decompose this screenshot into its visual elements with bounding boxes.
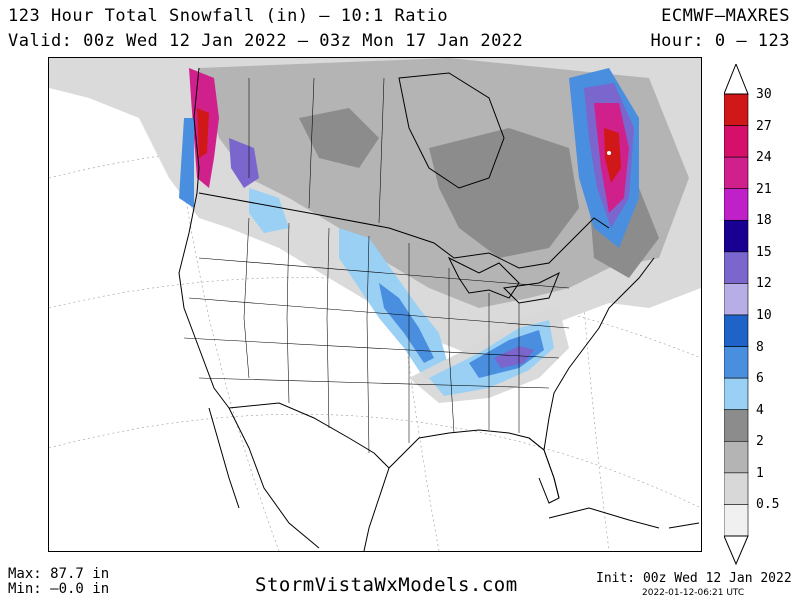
colorbar-label: 2: [756, 434, 764, 450]
great-lakes: [447, 256, 520, 299]
colorbar-swatch: [724, 219, 749, 253]
max-value: Max: 87.7 in: [8, 566, 110, 582]
colorbar-swatch: [724, 283, 749, 316]
colorbar-label: 21: [756, 181, 772, 197]
init-time: Init: 00z Wed 12 Jan 2022: [596, 571, 792, 586]
gulf-coast: [388, 429, 560, 499]
snowfall-map: [48, 57, 702, 552]
mexico-border: [228, 402, 390, 469]
colorbar-swatch: [724, 377, 749, 411]
colorbar-label: 30: [756, 87, 772, 102]
min-value: Min: –0.0 in: [8, 581, 110, 597]
hudson-bay: [398, 72, 505, 189]
colorbar-label: 1: [756, 465, 764, 481]
florida: [528, 437, 560, 504]
colorbar-label: 8: [756, 339, 764, 355]
state-lines: [183, 77, 570, 454]
colorbar-swatch: [724, 346, 749, 379]
geo-boundaries: [178, 67, 700, 551]
us-canada-border: [198, 192, 610, 269]
colorbar-swatch: [724, 156, 749, 190]
colorbar-label: 12: [756, 276, 772, 292]
colorbar-label: 4: [756, 402, 764, 418]
forecast-hours: Hour: 0 – 123: [650, 31, 790, 51]
map-graphic: [49, 58, 701, 551]
colorbar-swatch: [724, 125, 749, 158]
generation-stamp: 2022-01-12-06:21 UTC: [642, 588, 745, 598]
east-coast: [543, 257, 655, 451]
colorbar-swatch: [724, 314, 749, 347]
snow-southeast-purple: [494, 346, 534, 368]
colorbar-label: 27: [756, 118, 772, 134]
colorbar-label: 10: [756, 308, 772, 323]
snow-quebec-red: [604, 128, 621, 183]
valid-period: Valid: 00z Wed 12 Jan 2022 – 03z Mon 17 …: [8, 31, 524, 51]
snowfall-colorbar: [724, 64, 749, 566]
west-coast: [178, 67, 230, 409]
colorbar-swatch: [724, 440, 749, 474]
snow-canada-dark: [429, 128, 579, 258]
map-title: 123 Hour Total Snowfall (in) – 10:1 Rati…: [8, 6, 449, 26]
colorbar-label: 24: [756, 150, 772, 166]
colorbar-swatch: [724, 188, 749, 221]
colorbar-label: 18: [756, 213, 772, 229]
colorbar-bottom-arrow: [724, 535, 749, 566]
colorbar-label: 0.5: [756, 497, 780, 513]
site-name[interactable]: StormVistaWxModels.com: [255, 574, 518, 596]
colorbar-label: 6: [756, 371, 764, 387]
colorbar-swatch: [724, 251, 749, 284]
colorbar-label: 15: [756, 244, 772, 260]
cuba: [548, 507, 660, 529]
snowfall-shading: [49, 58, 701, 403]
model-name: ECMWF–MAXRES: [661, 6, 790, 26]
colorbar-swatch: [724, 472, 749, 505]
colorbar-top-arrow: [724, 64, 749, 95]
colorbar-swatch: [724, 409, 749, 442]
colorbar-swatch: [724, 93, 749, 126]
colorbar-swatch: [724, 504, 749, 537]
